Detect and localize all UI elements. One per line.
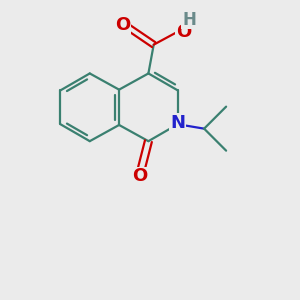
Text: O: O [132,167,147,185]
Text: O: O [115,16,130,34]
Text: O: O [176,23,192,41]
Text: H: H [182,11,196,28]
Text: N: N [170,114,185,132]
